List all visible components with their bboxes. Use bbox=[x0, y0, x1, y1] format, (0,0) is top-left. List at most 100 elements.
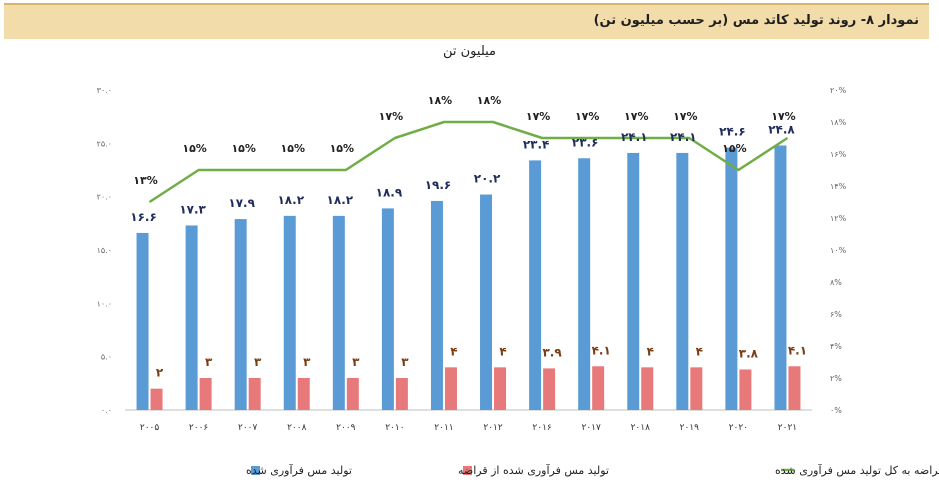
production-bar bbox=[627, 152, 640, 410]
scrap-data-label: ۳ bbox=[254, 355, 262, 369]
y2-tick-label: ۱۴% bbox=[830, 182, 847, 191]
y2-tick-label: ۴% bbox=[830, 342, 842, 351]
x-tick-label: ۲۰۰۶ bbox=[189, 423, 209, 433]
y-axis-unit-label: میلیون تن bbox=[442, 44, 497, 59]
scrap-bar bbox=[494, 367, 507, 410]
ratio-data-label: ۱۷% bbox=[379, 110, 403, 123]
scrap-bar bbox=[543, 368, 556, 410]
legend-production-swatch bbox=[251, 466, 260, 475]
scrap-data-label: ۴.۱ bbox=[788, 343, 807, 357]
scrap-data-label: ۴ bbox=[647, 344, 654, 358]
x-tick-label: ۲۰۱۰ bbox=[385, 423, 404, 433]
ratio-data-label: ۱۵% bbox=[231, 142, 255, 155]
chart-title: نمودار ۸- روند تولید کاتد مس (بر حسب میل… bbox=[593, 13, 919, 28]
x-tick-label: ۲۰۱۸ bbox=[631, 423, 651, 433]
scrap-bar bbox=[690, 367, 703, 410]
x-tick-label: ۲۰۱۹ bbox=[680, 423, 700, 433]
ratio-data-label: ۱۵% bbox=[281, 142, 305, 155]
ratio-data-label: ۱۳% bbox=[133, 174, 157, 187]
y2-tick-label: ۲% bbox=[830, 374, 842, 383]
production-data-label: ۱۹.۶ bbox=[425, 178, 452, 192]
ratio-line bbox=[148, 120, 789, 204]
x-tick-label: ۲۰۰۵ bbox=[140, 423, 160, 433]
scrap-data-label: ۳.۸ bbox=[739, 346, 759, 360]
scrap-data-label: ۴ bbox=[696, 344, 703, 358]
production-bar bbox=[430, 200, 443, 410]
production-bar bbox=[480, 194, 493, 410]
production-data-label: ۱۶.۶ bbox=[130, 210, 157, 224]
production-data-label: ۱۷.۹ bbox=[228, 196, 255, 210]
production-bar bbox=[578, 158, 591, 410]
x-tick-label: ۲۰۲۱ bbox=[778, 423, 797, 433]
production-data-label: ۱۸.۲ bbox=[277, 193, 304, 207]
ratio-data-label: ۱۷% bbox=[575, 110, 599, 123]
ratio-data-label: ۱۸% bbox=[477, 94, 501, 107]
scrap-data-label: ۳ bbox=[401, 355, 409, 369]
scrap-bar bbox=[592, 366, 605, 410]
production-data-label: ۱۷.۳ bbox=[179, 202, 206, 216]
y2-tick-label: ۱۲% bbox=[830, 214, 847, 223]
header-bar: نمودار ۸- روند تولید کاتد مس (بر حسب میل… bbox=[4, 3, 929, 39]
scrap-bar bbox=[150, 388, 163, 410]
y2-tick-label: ۰% bbox=[830, 406, 842, 415]
ratio-data-label: ۱۸% bbox=[428, 94, 452, 107]
scrap-bar bbox=[248, 378, 261, 410]
ratio-data-label: ۱۵% bbox=[722, 142, 746, 155]
scrap-data-label: ۳ bbox=[352, 355, 360, 369]
production-data-label: ۲۴.۱ bbox=[670, 130, 697, 144]
y-tick-label: ۰.۰ bbox=[101, 406, 112, 415]
ratio-data-label: ۱۷% bbox=[673, 110, 697, 123]
scrap-bar bbox=[297, 378, 310, 410]
legend-production-label: تولید مس فرآوری شده bbox=[246, 463, 352, 477]
y-tick-label: ۳۰.۰ bbox=[97, 86, 112, 95]
x-tick-label: ۲۰۲۰ bbox=[729, 423, 748, 433]
legend-scrap-swatch bbox=[463, 466, 472, 475]
production-bar bbox=[676, 152, 689, 410]
scrap-data-label: ۲ bbox=[156, 366, 164, 380]
production-data-label: ۲۰.۲ bbox=[474, 172, 501, 186]
scrap-data-label: ۴ bbox=[450, 344, 457, 358]
y2-tick-label: ۲۰% bbox=[830, 86, 847, 95]
x-tick-label: ۲۰۰۹ bbox=[336, 423, 356, 433]
scrap-bar bbox=[395, 378, 408, 410]
ratio-data-label: ۱۷% bbox=[624, 110, 648, 123]
legend-scrap-label: تولید مس فرآوری شده از قراضه bbox=[458, 463, 609, 477]
production-bar bbox=[529, 160, 542, 410]
scrap-bar bbox=[788, 366, 801, 410]
y-tick-label: ۲۰.۰ bbox=[97, 193, 112, 202]
y2-tick-label: ۱۰% bbox=[830, 246, 847, 255]
y-tick-label: ۱۵.۰ bbox=[97, 246, 112, 255]
y2-tick-label: ۸% bbox=[830, 278, 842, 287]
y-tick-label: ۱۰.۰ bbox=[97, 299, 112, 308]
x-tick-label: ۲۰۱۱ bbox=[434, 423, 453, 433]
y-tick-label: ۵.۰ bbox=[101, 353, 112, 362]
ratio-data-label: ۱۷% bbox=[526, 110, 550, 123]
x-tick-label: ۲۰۰۷ bbox=[238, 423, 258, 433]
y2-tick-label: ۶% bbox=[830, 310, 842, 319]
scrap-bar bbox=[346, 378, 359, 410]
x-tick-label: ۲۰۱۲ bbox=[483, 423, 503, 433]
scrap-data-label: ۳ bbox=[303, 355, 311, 369]
legend-ratio-label: نسبت مس فرآوری شده از قراضه به کل تولید … bbox=[775, 463, 939, 477]
production-bar bbox=[136, 232, 149, 410]
production-bar bbox=[185, 225, 198, 410]
ratio-data-label: ۱۵% bbox=[330, 142, 354, 155]
production-bar bbox=[332, 215, 345, 410]
scrap-data-label: ۳ bbox=[205, 355, 213, 369]
production-data-label: ۲۴.۶ bbox=[719, 125, 746, 139]
production-bar bbox=[234, 219, 247, 410]
x-tick-label: ۲۰۱۷ bbox=[582, 423, 602, 433]
scrap-bar bbox=[444, 367, 457, 410]
production-bar bbox=[283, 215, 296, 410]
production-data-label: ۱۸.۲ bbox=[327, 193, 354, 207]
scrap-data-label: ۳.۹ bbox=[542, 345, 562, 359]
production-data-label: ۲۴.۱ bbox=[621, 130, 648, 144]
production-bar bbox=[725, 147, 738, 410]
y2-tick-label: ۱۶% bbox=[830, 150, 847, 159]
x-tick-label: ۲۰۰۸ bbox=[287, 423, 307, 433]
scrap-bar bbox=[199, 378, 212, 410]
production-bar bbox=[774, 145, 787, 410]
production-data-label: ۲۴.۸ bbox=[768, 122, 795, 136]
production-data-label: ۲۳.۴ bbox=[523, 137, 550, 151]
